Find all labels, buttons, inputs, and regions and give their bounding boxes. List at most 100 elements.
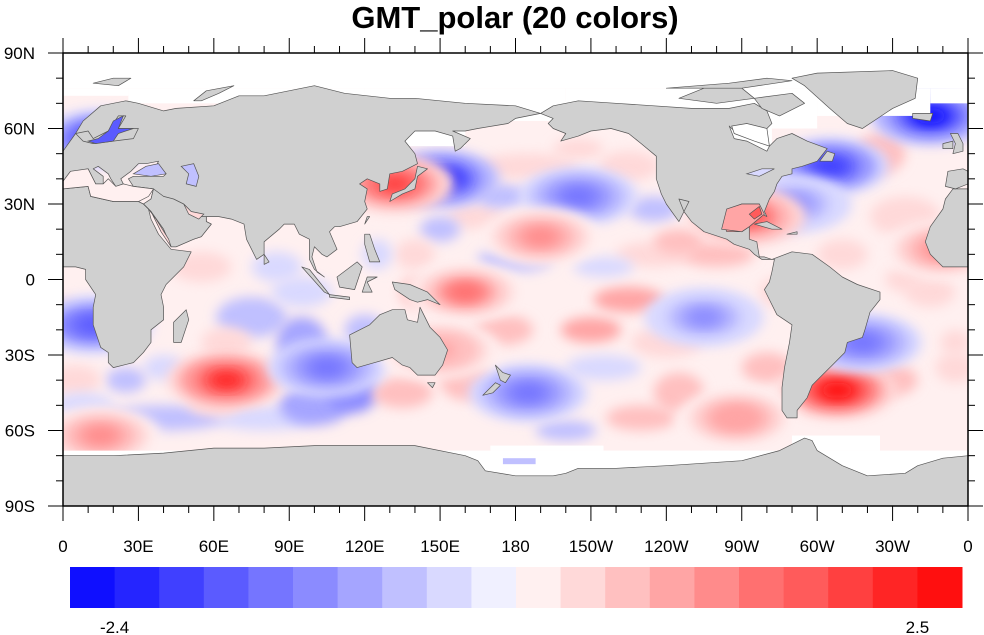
anomaly-contour xyxy=(449,284,482,300)
ross-sea-patch xyxy=(502,458,536,465)
field-blob xyxy=(817,239,868,270)
colorbar-min-label: -2.4 xyxy=(100,618,129,635)
colorbar-box xyxy=(114,567,160,608)
colorbar: -2.4 2.5 xyxy=(70,567,963,635)
sea-hudson-bay xyxy=(731,123,770,147)
map-axes: 0 30E 60E 90E 120E 150E 180 150W 120W 90W 60W 30W 0 9… xyxy=(4,38,983,556)
field-blob xyxy=(553,138,604,159)
land-australia xyxy=(349,306,448,376)
x-tick-label: 0 xyxy=(58,537,67,556)
colorbar-box xyxy=(293,567,339,608)
land-new-zealand-n xyxy=(495,364,511,384)
x-tick-label: 120E xyxy=(345,537,385,556)
field-blob xyxy=(940,329,968,355)
anomaly-contour xyxy=(511,385,545,401)
colorbar-max-label: 2.5 xyxy=(906,618,930,635)
anomaly-contour xyxy=(821,382,854,398)
anomaly-contour xyxy=(813,158,846,174)
land-uk xyxy=(950,133,964,155)
colorbar-box xyxy=(739,567,785,608)
y-tick-label: 30N xyxy=(4,195,35,214)
land-canada-islands-3 xyxy=(665,77,793,89)
field-blob xyxy=(216,297,287,338)
colorbar-box xyxy=(872,567,918,608)
y-tick-label: 60S xyxy=(5,422,35,441)
anomaly-contour xyxy=(84,427,117,444)
field-blob xyxy=(394,239,436,270)
sea-baltic-sea xyxy=(86,115,134,144)
colorbar-box xyxy=(159,567,205,608)
land-iceland xyxy=(912,113,934,122)
land-ireland xyxy=(942,140,954,149)
x-tick-label: 60E xyxy=(199,537,229,556)
plot-area xyxy=(63,53,968,506)
field-blob xyxy=(105,367,146,393)
y-tick-label: 0 xyxy=(26,271,35,290)
sea-black-sea xyxy=(132,163,167,177)
land-new-guinea xyxy=(391,281,441,306)
land-svalbard xyxy=(92,77,132,87)
land-greenland xyxy=(791,70,919,129)
colorbar-box xyxy=(426,567,472,608)
land-south-america xyxy=(764,251,881,419)
colorbar-box xyxy=(203,567,249,608)
field-blob xyxy=(271,276,332,308)
x-tick-label: 150E xyxy=(420,537,460,556)
x-tick-label: 30W xyxy=(875,537,910,556)
field-blob xyxy=(63,365,101,396)
colorbar-box xyxy=(471,567,517,608)
x-tick-label: 60W xyxy=(800,537,835,556)
land-novaya-zemlya xyxy=(193,85,235,102)
land-madagascar xyxy=(173,309,190,343)
land-cuba xyxy=(753,221,783,230)
x-tick-label: 30E xyxy=(123,537,153,556)
sea-gulf-of-mexico-core xyxy=(748,205,763,220)
field-blob xyxy=(605,405,677,431)
land-hispaniola xyxy=(786,231,798,235)
land-taiwan xyxy=(364,216,371,225)
x-tick-label: 180 xyxy=(501,537,529,556)
y-tick-label: 30S xyxy=(5,346,35,365)
y-tick-label: 60N xyxy=(4,120,35,139)
anomaly-hawaii-warm xyxy=(480,207,601,266)
colorbar-box xyxy=(783,567,829,608)
sea-mediterranean xyxy=(63,168,155,202)
sea-great-lakes xyxy=(745,168,775,177)
colorbar-box xyxy=(694,567,740,608)
arctic-missing xyxy=(63,88,129,96)
colorbar-box xyxy=(649,567,695,608)
anomaly-west-pacific-warm xyxy=(405,263,526,321)
y-tick-label: 90N xyxy=(4,44,35,63)
anomaly-south-pacific-cold xyxy=(468,364,588,422)
sea-red-sea xyxy=(143,203,172,247)
field-blob xyxy=(653,229,705,255)
land-philippines xyxy=(364,233,381,263)
anomaly-contour xyxy=(524,228,557,245)
land-tasmania xyxy=(427,382,436,389)
field-blob xyxy=(573,256,634,277)
field-blob xyxy=(419,216,461,242)
land-new-zealand-s xyxy=(482,382,501,396)
x-tick-label: 0 xyxy=(963,537,972,556)
anomaly-southern-ocean-atlantic-warm xyxy=(63,406,161,465)
colorbar-box xyxy=(382,567,428,608)
anomaly-contour xyxy=(562,188,595,205)
ross-missing xyxy=(490,445,604,451)
field-blob xyxy=(201,327,252,358)
anomaly-contour xyxy=(720,410,753,426)
land-antarctica xyxy=(63,437,968,506)
land-iberia-west xyxy=(945,168,968,190)
field-blob xyxy=(593,287,664,313)
field-blob xyxy=(565,354,642,381)
colorbar-box xyxy=(516,567,562,608)
chart-title: GMT_polar (20 colors) xyxy=(351,0,679,35)
field-blob xyxy=(741,352,793,383)
colorbar-box xyxy=(70,567,116,608)
field-blob xyxy=(372,377,433,408)
arctic-missing xyxy=(930,88,968,104)
land-java xyxy=(329,294,350,300)
field-blob xyxy=(535,420,596,441)
land-sri-lanka xyxy=(263,253,270,265)
sea-persian-gulf xyxy=(183,203,205,220)
